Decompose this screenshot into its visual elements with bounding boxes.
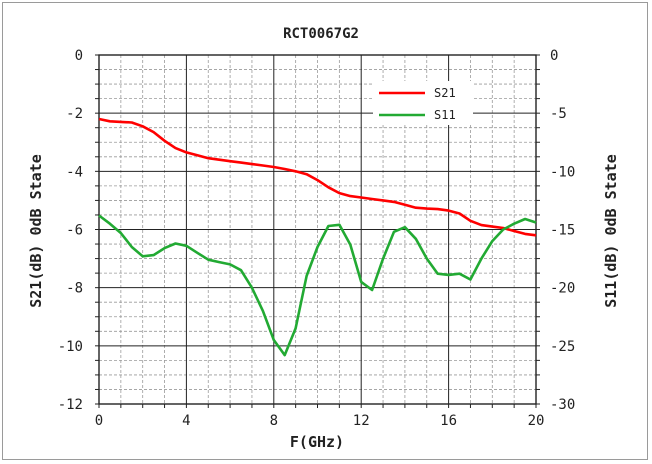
y-tick-label-right: -20 (550, 281, 575, 297)
s21-s11-chart: RCT0067G2 0 4 8 12 16 20 0 -2 -4 -6 -8 -10 -12 0 -5 -10… (27, 26, 620, 451)
series-line-s21 (98, 117, 537, 237)
series-line-s11 (98, 214, 537, 357)
x-tick-label: 8 (270, 413, 278, 429)
y-tick-label-left: -6 (66, 223, 83, 239)
x-tick-label: 16 (440, 413, 457, 429)
chart-frame: RCT0067G2 0 4 8 12 16 20 0 -2 -4 -6 -8 -10 -12 0 -5 -10… (2, 2, 648, 460)
x-tick-label: 20 (528, 413, 545, 429)
y-tick-label-right: -15 (550, 223, 575, 239)
y-tick-label-right: -5 (550, 106, 567, 122)
x-tick-label: 0 (95, 413, 103, 429)
legend-box (373, 81, 473, 125)
legend-label-s11: S11 (434, 108, 456, 122)
x-tick-label: 4 (182, 413, 190, 429)
legend-label-s21: S21 (434, 86, 456, 100)
y-tick-label-left: -12 (58, 397, 83, 413)
x-tick-label: 12 (353, 413, 370, 429)
y-tick-label-right: -30 (550, 397, 575, 413)
y-axis-label-right: S11(dB) 0dB State (602, 154, 620, 308)
y-tick-label-right: 0 (550, 48, 558, 64)
y-tick-label-left: 0 (75, 48, 83, 64)
y-tick-label-right: -10 (550, 164, 575, 180)
x-axis-label: F(GHz) (290, 433, 344, 451)
y-tick-label-left: -2 (66, 106, 83, 122)
y-tick-label-left: -4 (66, 164, 83, 180)
y-tick-label-left: -8 (66, 281, 83, 297)
y-axis-label-left: S21(dB) 0dB State (27, 154, 45, 308)
chart-title: RCT0067G2 (283, 26, 359, 42)
y-tick-label-right: -25 (550, 339, 575, 355)
y-tick-label-left: -10 (58, 339, 83, 355)
